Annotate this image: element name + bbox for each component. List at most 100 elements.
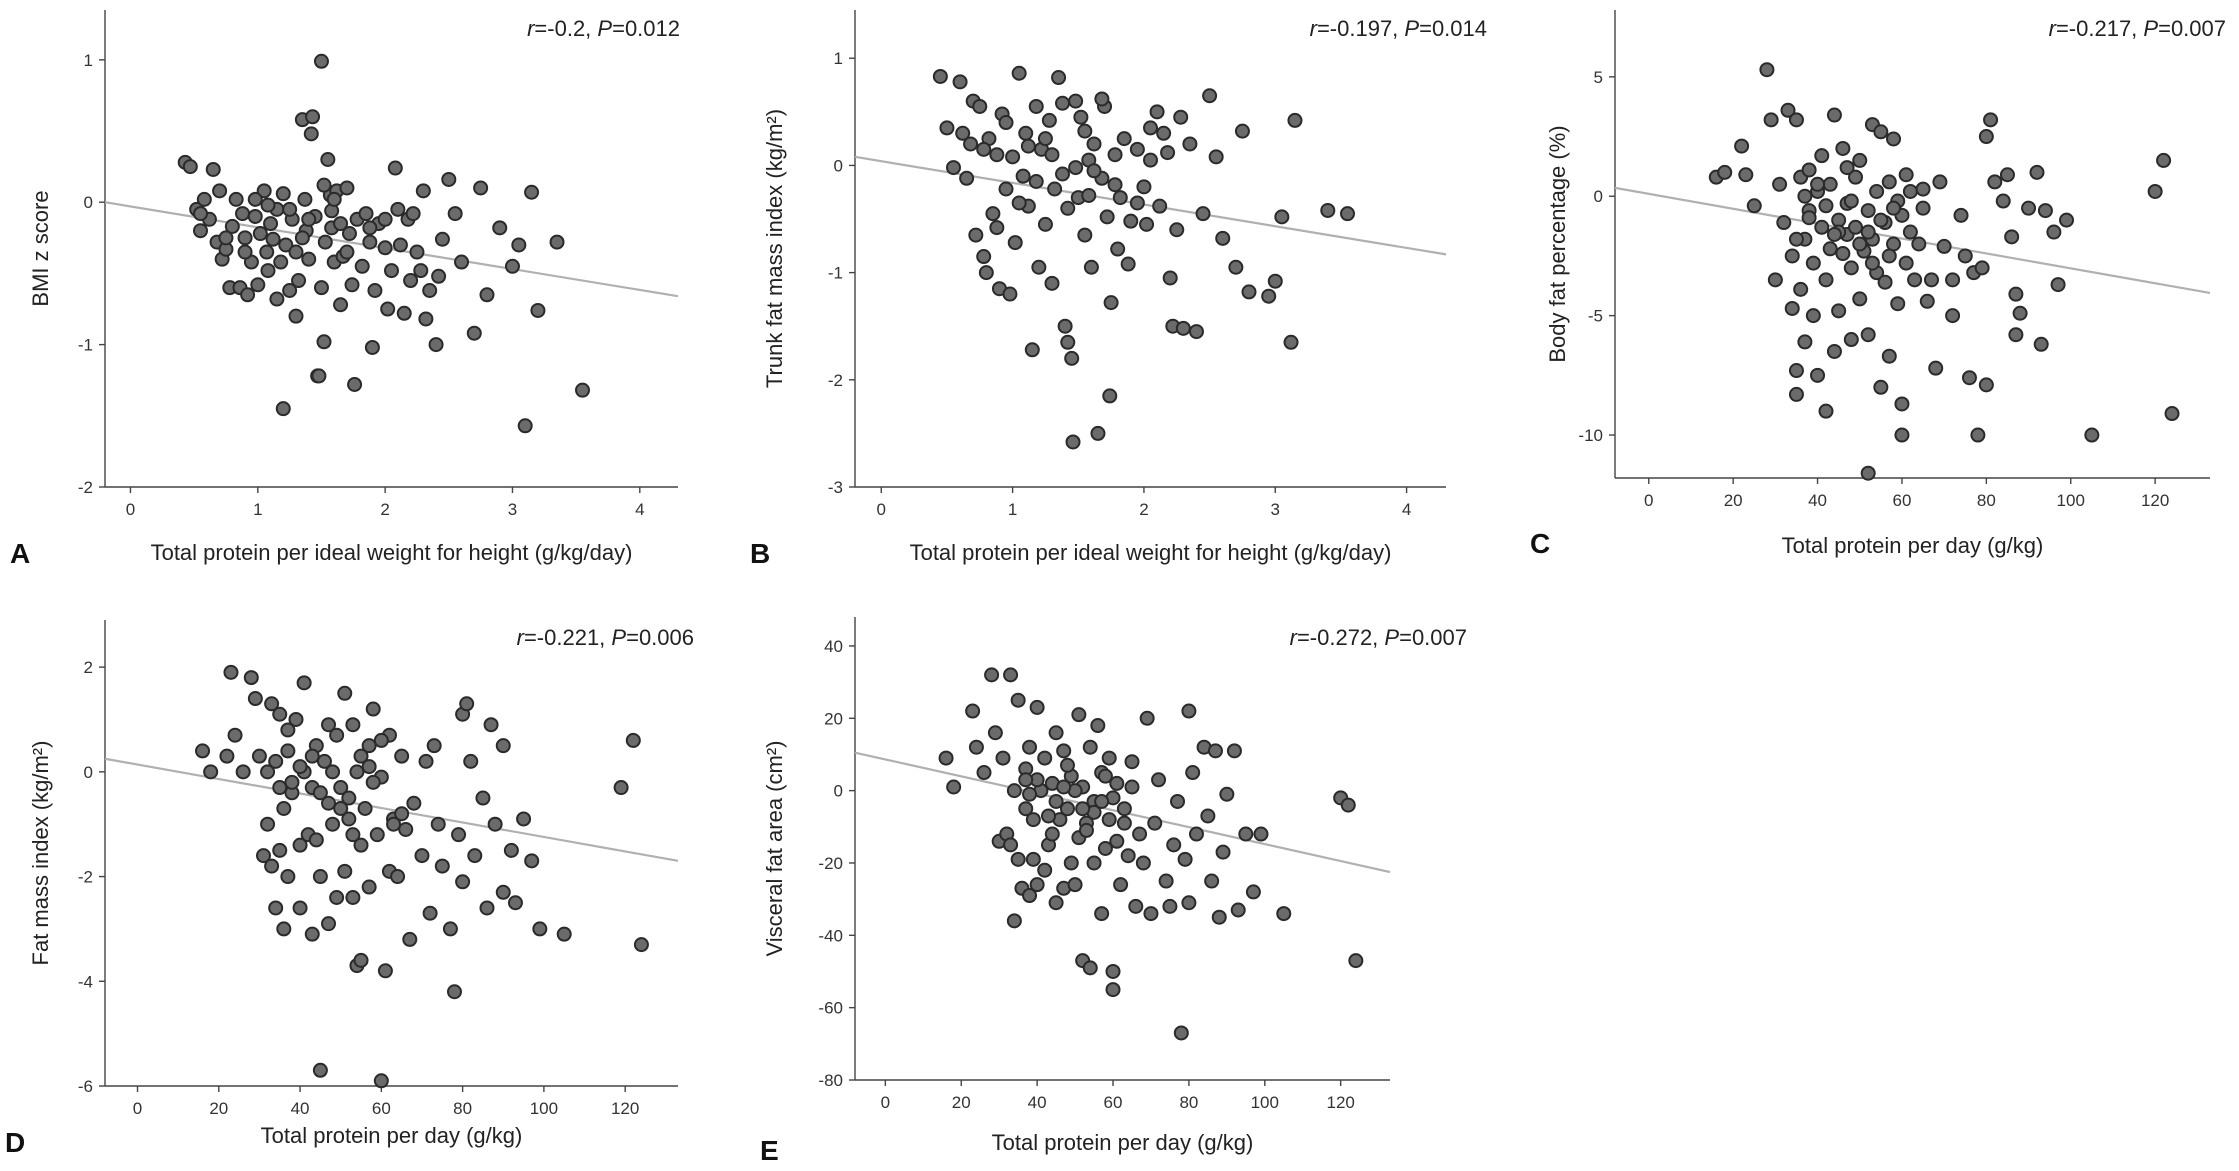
data-point	[1776, 215, 1792, 231]
x-axis-label: Total protein per day (g/kg)	[261, 1123, 523, 1148]
stat-p-symbol: P	[2143, 16, 2158, 41]
data-point	[1784, 248, 1800, 264]
data-point	[1864, 255, 1880, 271]
data-point	[1983, 112, 1999, 128]
data-point	[1024, 342, 1040, 358]
data-point	[337, 685, 353, 701]
data-point	[963, 136, 979, 152]
data-point	[1139, 710, 1155, 726]
data-point	[1860, 203, 1876, 219]
data-point	[1267, 273, 1283, 289]
x-axis-label: Total protein per day (g/kg)	[1782, 533, 2044, 558]
data-point	[998, 115, 1014, 131]
data-point	[297, 191, 313, 207]
stat-p-value: =0.012	[612, 16, 680, 41]
data-point	[321, 916, 337, 932]
data-point	[1007, 235, 1023, 251]
data-point	[1182, 136, 1198, 152]
data-point	[321, 795, 337, 811]
y-tick-label: -1	[78, 336, 93, 355]
data-point	[1107, 147, 1123, 163]
data-point	[1839, 160, 1855, 176]
regression-line	[854, 155, 1447, 256]
data-point	[406, 795, 422, 811]
data-point	[247, 691, 263, 707]
data-point	[1086, 136, 1102, 152]
data-point	[1276, 906, 1292, 922]
data-point	[320, 152, 336, 168]
data-point	[1056, 743, 1072, 759]
data-point	[1129, 141, 1145, 157]
data-point	[1065, 434, 1081, 450]
y-tick-label: 0	[834, 156, 843, 175]
data-point	[329, 890, 345, 906]
data-point	[1083, 259, 1099, 275]
data-point	[495, 738, 511, 754]
data-point	[1041, 808, 1057, 824]
data-point	[418, 311, 434, 327]
stat-annotation: r=-0.272, P=0.007	[1290, 625, 1467, 650]
data-point	[428, 337, 444, 353]
data-point	[1094, 91, 1110, 107]
data-point	[633, 937, 649, 953]
data-point	[1169, 222, 1185, 238]
data-point	[454, 254, 470, 270]
data-point	[1843, 332, 1859, 348]
stat-r-value: =-0.272,	[1297, 625, 1384, 650]
data-point	[1139, 216, 1155, 232]
stat-annotation: r=-0.197, P=0.014	[1310, 16, 1487, 41]
data-point	[260, 764, 276, 780]
data-point	[413, 263, 429, 279]
data-point	[1945, 308, 1961, 324]
data-point	[1936, 238, 1952, 254]
data-point	[1734, 138, 1750, 154]
data-point	[1097, 841, 1113, 856]
x-tick-label: 20	[952, 1093, 971, 1112]
regression-line	[104, 757, 679, 862]
data-point	[1160, 145, 1176, 161]
data-point	[976, 765, 992, 781]
x-tick-label: 40	[291, 1099, 310, 1118]
data-point	[1029, 699, 1045, 715]
data-point	[301, 211, 317, 227]
data-point	[503, 842, 519, 858]
data-point	[390, 201, 406, 217]
data-point	[354, 258, 370, 274]
data-point	[1057, 318, 1073, 334]
data-point	[1780, 102, 1796, 118]
x-tick-label: 120	[2141, 491, 2169, 510]
data-point	[312, 1062, 328, 1078]
data-point	[1059, 757, 1075, 773]
data-point	[296, 675, 312, 691]
data-point	[384, 263, 399, 279]
data-point	[1113, 877, 1129, 893]
data-point	[1978, 129, 1994, 145]
data-point	[263, 216, 279, 232]
data-point	[205, 161, 221, 177]
x-tick-label: 4	[635, 500, 644, 519]
data-point	[466, 325, 482, 341]
data-point	[227, 727, 243, 743]
data-point	[1086, 163, 1102, 179]
data-point	[182, 159, 198, 175]
data-point	[1843, 260, 1859, 276]
x-tick-label: 0	[1644, 491, 1653, 510]
data-point	[1156, 125, 1172, 141]
data-point	[1226, 743, 1242, 759]
data-point	[333, 800, 349, 816]
data-point	[1822, 176, 1838, 192]
data-point	[1112, 190, 1128, 206]
data-point	[1162, 898, 1178, 914]
data-point	[1814, 148, 1830, 164]
data-point	[312, 869, 328, 885]
data-point	[219, 748, 235, 764]
data-point	[530, 302, 546, 318]
data-point	[1340, 797, 1356, 813]
data-point	[1177, 851, 1193, 867]
stat-annotation: r=-0.2, P=0.012	[527, 16, 680, 41]
data-point	[1037, 216, 1053, 232]
x-tick-label: 120	[1326, 1093, 1354, 1112]
data-point	[316, 334, 332, 350]
data-point	[265, 231, 281, 247]
